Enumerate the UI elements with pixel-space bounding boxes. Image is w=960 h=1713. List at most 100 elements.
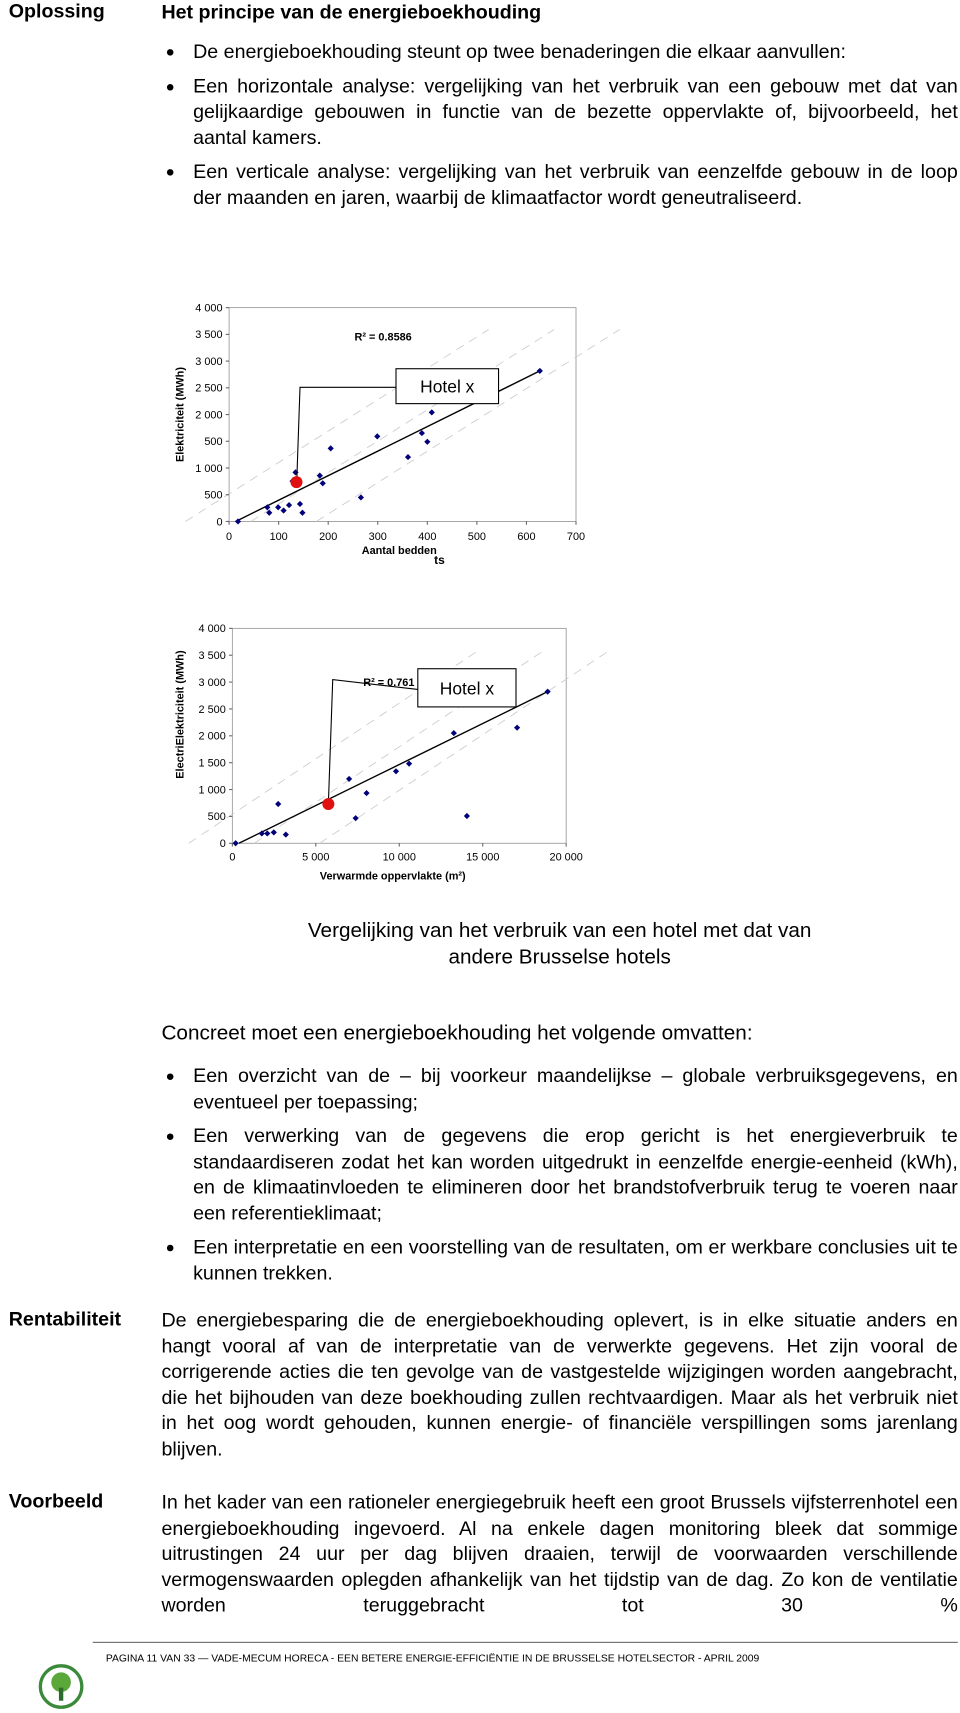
y-axis-title: Elektriciteit (MWh) [174,367,186,462]
x-tick-label: 400 [418,531,436,543]
y-tick-label: 2 000 [195,409,222,421]
data-point [264,830,271,837]
highlight-point [290,476,303,489]
y-tick-label: 0 [220,838,226,850]
callout-leader [327,679,418,805]
section-heading: Het principe van de energieboekhouding [161,1,542,23]
data-point [352,815,359,822]
data-point [514,724,521,731]
data-point [270,829,277,836]
data-point [232,840,239,847]
data-point [424,438,431,445]
bullet: Een horizontale analyse: vergelijking va… [161,74,958,151]
section-label: Voorbeeld [8,1490,104,1512]
x-tick-label: 500 [468,531,486,543]
x-tick-label: 10 000 [383,852,416,864]
paragraph: Concreet moet een energieboekhouding het… [161,1022,753,1046]
trend-line [238,691,548,844]
bullet-list: Een overzicht van de – bij voorkeur maan… [161,1064,958,1295]
x-tick-label: 20 000 [550,852,583,864]
data-point [316,472,323,479]
bullet: Een verticale analyse: vergelijking van … [161,159,958,210]
data-point [299,509,306,516]
y-tick-label: 1 000 [199,784,226,796]
bullet: Een overzicht van de – bij voorkeur maan… [161,1064,958,1115]
y-tick-label: 3 500 [199,650,226,662]
y-axis-title: ElectriElektriciteit (MWh) [174,650,186,779]
data-point [536,367,543,375]
y-tick-label: 2 500 [195,383,222,395]
guide-line [316,329,620,522]
data-point [374,433,381,440]
x-tick-label: 300 [369,531,387,543]
data-point [418,430,425,437]
callout-label: Hotel x [420,377,475,397]
y-tick-label: 500 [204,436,222,448]
section-label: Oplossing [8,0,105,22]
y-tick-label: 1 000 [195,463,222,475]
data-point [404,454,412,461]
x-tick-label: 0 [229,852,235,864]
data-point [450,729,457,737]
data-point [363,790,370,797]
data-point [319,480,326,487]
guide-line [250,329,555,522]
data-point [285,502,293,509]
y-tick-label: 4 000 [199,623,226,635]
guide-line [319,649,611,844]
data-point [266,509,273,516]
y-tick-label: 3 000 [195,356,222,368]
x-axis-title-overlap: ts [434,553,445,567]
paragraph: De energiebesparing die de energieboekho… [161,1309,958,1460]
x-tick-label: 100 [270,531,288,543]
y-tick-label: 500 [204,490,222,502]
bullet: Een verwerking van de gegevens die erop … [161,1124,958,1227]
logo [38,1664,84,1709]
data-point [463,812,470,820]
section-label: Rentabiliteit [8,1307,122,1330]
r2-label: R² = 0.761 [363,677,414,689]
y-tick-label: 0 [216,516,222,528]
y-tick-label: 1 500 [199,757,226,769]
data-point [234,518,242,525]
callout-leader [296,386,396,483]
x-tick-label: 15 000 [466,852,499,864]
plot-frame [231,627,567,844]
footer-rule [92,1641,958,1643]
data-point [392,768,400,775]
data-point [544,688,551,695]
guide-line [185,329,489,522]
x-tick-label: 700 [567,531,585,543]
bullet-list: De energieboekhouding steunt op twee ben… [161,39,958,219]
bullet: De energieboekhouding steunt op twee ben… [161,39,957,65]
y-tick-label: 500 [208,811,226,823]
y-tick-label: 3 000 [199,677,226,689]
data-point [275,504,282,511]
x-tick-label: 5 000 [302,852,329,864]
x-tick-label: 0 [226,531,232,543]
callout-box [395,368,500,405]
data-point [275,800,282,808]
data-point [296,500,304,508]
highlight-point [322,797,335,810]
data-point [357,494,365,501]
data-point [428,409,435,416]
x-tick-label: 600 [517,531,535,543]
y-tick-label: 2 000 [199,731,226,743]
paragraph: In het kader van een rationeler energieg… [161,1491,958,1616]
callout-box [417,668,517,708]
x-axis-title: Aantal bedden [362,545,437,557]
data-point [282,831,289,838]
data-point [280,507,287,514]
x-axis-title: Verwarmde oppervlakte (m²) [320,870,466,882]
figure-caption: Vergelijking van het verbruik van een ho… [307,919,812,969]
y-tick-label: 3 500 [195,329,222,341]
y-tick-label: 2 500 [199,704,226,716]
bullet: Een interpretatie en een voorstelling va… [161,1235,958,1286]
data-point [327,445,334,452]
r2-label: R² = 0.8586 [355,331,412,343]
footer: PAGINA 11 VAN 33 — VADE-MECUM HORECA - E… [105,1652,760,1665]
